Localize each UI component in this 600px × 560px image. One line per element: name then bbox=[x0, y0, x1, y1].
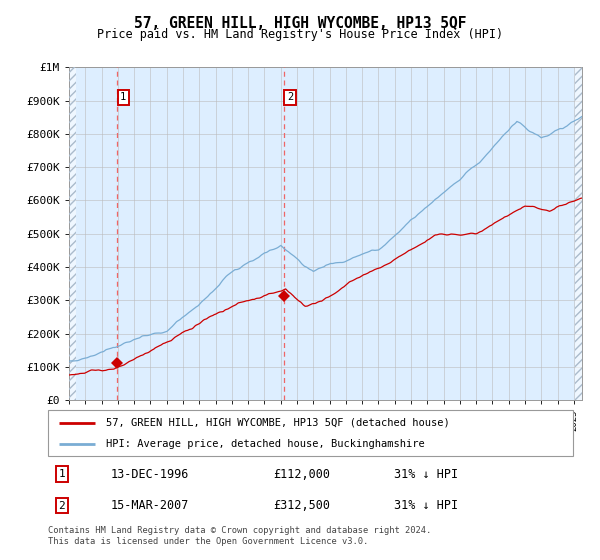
Text: £112,000: £112,000 bbox=[274, 468, 331, 480]
Bar bbox=[69, 67, 76, 400]
FancyBboxPatch shape bbox=[48, 410, 573, 456]
Text: Contains HM Land Registry data © Crown copyright and database right 2024.
This d: Contains HM Land Registry data © Crown c… bbox=[48, 526, 431, 546]
Bar bbox=[575, 67, 582, 400]
Text: 15-MAR-2007: 15-MAR-2007 bbox=[111, 499, 190, 512]
Text: 1: 1 bbox=[120, 92, 127, 102]
Text: HPI: Average price, detached house, Buckinghamshire: HPI: Average price, detached house, Buck… bbox=[106, 439, 425, 449]
Text: 2: 2 bbox=[59, 501, 65, 511]
Text: Price paid vs. HM Land Registry's House Price Index (HPI): Price paid vs. HM Land Registry's House … bbox=[97, 28, 503, 41]
Text: 31% ↓ HPI: 31% ↓ HPI bbox=[395, 499, 458, 512]
Text: 31% ↓ HPI: 31% ↓ HPI bbox=[395, 468, 458, 480]
Text: £312,500: £312,500 bbox=[274, 499, 331, 512]
Text: 57, GREEN HILL, HIGH WYCOMBE, HP13 5QF: 57, GREEN HILL, HIGH WYCOMBE, HP13 5QF bbox=[134, 16, 466, 31]
Text: 2: 2 bbox=[287, 92, 293, 102]
Text: 1: 1 bbox=[59, 469, 65, 479]
Text: 13-DEC-1996: 13-DEC-1996 bbox=[111, 468, 190, 480]
Text: 57, GREEN HILL, HIGH WYCOMBE, HP13 5QF (detached house): 57, GREEN HILL, HIGH WYCOMBE, HP13 5QF (… bbox=[106, 418, 449, 428]
